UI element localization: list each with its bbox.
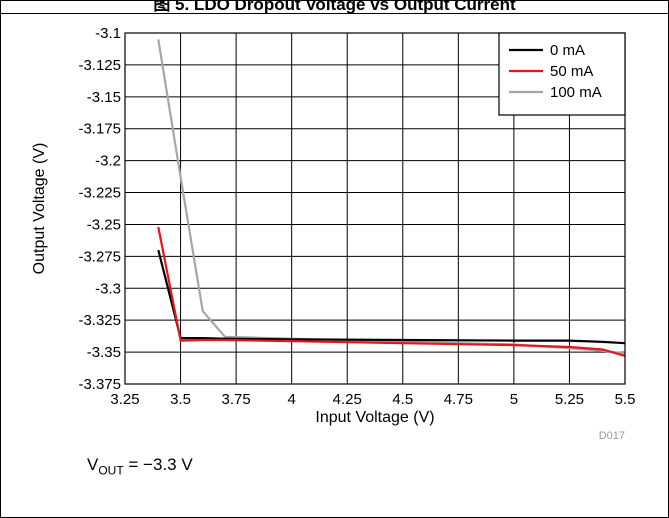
y-tick-label: -3.275: [78, 248, 121, 265]
x-tick-label: 3.5: [170, 391, 191, 408]
x-tick-label: 5: [510, 391, 518, 408]
x-tick-label: 4.25: [333, 391, 362, 408]
vout-value: = −3.3 V: [123, 455, 193, 474]
y-tick-label: -3.25: [87, 216, 121, 233]
y-tick-label: -3.3: [95, 280, 121, 297]
y-tick-label: -3.2: [95, 153, 121, 170]
x-axis-label: Input Voltage (V): [315, 409, 434, 426]
x-tick-label: 5.5: [615, 391, 636, 408]
vout-symbol: V: [87, 455, 99, 474]
x-tick-label: 3.25: [110, 391, 139, 408]
legend-box: [498, 32, 626, 116]
y-tick-label: -3.15: [87, 89, 121, 106]
x-tick-label: 4.75: [444, 391, 473, 408]
vout-note: VOUT = −3.3 V: [87, 455, 193, 477]
x-tick-label: 3.75: [222, 391, 251, 408]
y-tick-label: -3.125: [78, 57, 121, 74]
legend: 0 mA 50 mA 100 mA: [498, 32, 626, 116]
y-tick-label: -3.225: [78, 185, 121, 202]
figure-code: D017: [599, 430, 625, 442]
figure-title-bar: 图 5. LDO Dropout Voltage vs Output Curre…: [0, 0, 669, 14]
y-axis-label: Output Voltage (V): [31, 143, 48, 275]
y-tick-label: -3.1: [95, 25, 121, 42]
y-tick-label: -3.375: [78, 376, 121, 393]
series-line-0-ma: [157, 249, 626, 345]
plot-frame: [124, 32, 626, 385]
x-tick-labels: 3.25 3.5 3.75 4 4.25 4.5 4.75 5 5.25 5.5: [110, 391, 635, 408]
y-tick-label: -3.325: [78, 312, 121, 329]
legend-label: 0 mA: [550, 42, 585, 59]
figure-title: 图 5. LDO Dropout Voltage vs Output Curre…: [153, 0, 516, 14]
x-tick-label: 4.5: [392, 391, 413, 408]
x-tick-label: 4: [287, 391, 295, 408]
x-tick-label: 5.25: [555, 391, 584, 408]
y-tick-label: -3.175: [78, 121, 121, 138]
legend-label: 100 mA: [550, 84, 602, 101]
y-tick-labels: -3.1 -3.125 -3.15 -3.175 -3.2 -3.225 -3.25 -3.2…: [78, 25, 121, 393]
series-line-50-ma: [157, 226, 626, 357]
series-lines: [157, 39, 626, 357]
legend-label: 50 mA: [550, 63, 593, 80]
y-tick-label: -3.35: [87, 344, 121, 361]
vout-subscript: OUT: [98, 463, 124, 478]
